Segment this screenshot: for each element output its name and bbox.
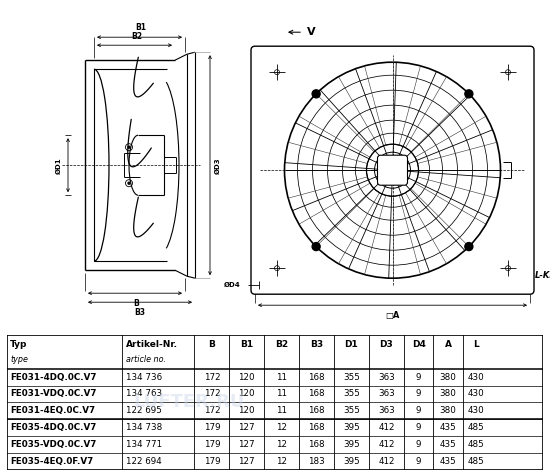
Text: ØD4: ØD4 [224, 282, 240, 288]
Text: 172: 172 [204, 373, 220, 382]
Text: 179: 179 [204, 440, 220, 449]
Text: B1: B1 [240, 340, 254, 349]
Text: 168: 168 [309, 406, 325, 415]
Text: 9: 9 [416, 440, 421, 449]
Text: 485: 485 [468, 457, 485, 466]
Text: B2: B2 [275, 340, 288, 349]
Text: 172: 172 [204, 406, 220, 415]
Text: 430: 430 [468, 389, 485, 398]
Text: 355: 355 [343, 389, 360, 398]
Text: 168: 168 [309, 389, 325, 398]
Text: 9: 9 [416, 423, 421, 432]
FancyBboxPatch shape [251, 46, 534, 294]
Text: 122 695: 122 695 [126, 406, 162, 415]
Text: 9: 9 [416, 406, 421, 415]
Text: 355: 355 [343, 406, 360, 415]
Text: 134 763: 134 763 [126, 389, 162, 398]
Text: L-KL-8715: L-KL-8715 [535, 271, 550, 280]
Text: 430: 430 [468, 373, 485, 382]
Text: 363: 363 [378, 389, 395, 398]
Text: 380: 380 [439, 373, 456, 382]
Text: 183: 183 [308, 457, 325, 466]
Text: B1: B1 [135, 23, 146, 32]
Text: 11: 11 [276, 373, 287, 382]
Text: FE031-VDQ.0C.V7: FE031-VDQ.0C.V7 [10, 389, 97, 398]
Text: D4: D4 [411, 340, 426, 349]
Text: 120: 120 [239, 389, 255, 398]
Text: 179: 179 [204, 423, 220, 432]
Text: 412: 412 [378, 457, 395, 466]
Text: A: A [444, 340, 452, 349]
Text: 9: 9 [416, 389, 421, 398]
Text: V: V [307, 27, 316, 37]
Text: 134 738: 134 738 [126, 423, 162, 432]
Text: D3: D3 [379, 340, 393, 349]
Text: ØD3: ØD3 [215, 157, 221, 174]
Circle shape [465, 243, 473, 251]
Text: 485: 485 [468, 423, 485, 432]
Text: D1: D1 [345, 340, 359, 349]
Text: FE035-4DQ.0C.V7: FE035-4DQ.0C.V7 [10, 423, 97, 432]
Circle shape [128, 146, 130, 148]
Text: ØD1: ØD1 [56, 157, 62, 174]
Circle shape [128, 182, 130, 184]
Circle shape [312, 243, 320, 251]
Text: L: L [474, 340, 479, 349]
Text: 395: 395 [343, 457, 360, 466]
Text: 12: 12 [276, 457, 287, 466]
Text: 12: 12 [276, 440, 287, 449]
Text: 363: 363 [378, 373, 395, 382]
Text: 134 771: 134 771 [126, 440, 162, 449]
Text: Artikel-Nr.: Artikel-Nr. [126, 340, 178, 349]
Text: 172: 172 [204, 389, 220, 398]
Text: 122 694: 122 694 [126, 457, 162, 466]
Text: 355: 355 [343, 373, 360, 382]
Text: 120: 120 [239, 406, 255, 415]
Text: 11: 11 [276, 389, 287, 398]
Text: LUFTER.RU: LUFTER.RU [337, 131, 448, 149]
Text: 395: 395 [343, 423, 360, 432]
Text: 435: 435 [440, 440, 456, 449]
Text: 127: 127 [239, 440, 255, 449]
Text: 127: 127 [239, 457, 255, 466]
Text: 168: 168 [309, 423, 325, 432]
Text: type: type [10, 355, 28, 364]
Text: 395: 395 [343, 440, 360, 449]
Text: B: B [133, 299, 139, 308]
Text: 179: 179 [204, 457, 220, 466]
Text: 168: 168 [309, 373, 325, 382]
Text: article no.: article no. [126, 355, 166, 364]
Text: B3: B3 [310, 340, 323, 349]
Text: 412: 412 [378, 423, 395, 432]
Text: 11: 11 [276, 406, 287, 415]
Circle shape [312, 90, 320, 98]
Text: 363: 363 [378, 406, 395, 415]
Text: 412: 412 [378, 440, 395, 449]
Text: 430: 430 [468, 406, 485, 415]
Text: FE035-VDQ.0C.V7: FE035-VDQ.0C.V7 [10, 440, 97, 449]
Circle shape [465, 90, 473, 98]
Text: Typ: Typ [10, 340, 28, 349]
Text: 168: 168 [309, 440, 325, 449]
Text: B2: B2 [131, 32, 142, 41]
Text: 9: 9 [416, 457, 421, 466]
Text: 435: 435 [440, 457, 456, 466]
Text: 485: 485 [468, 440, 485, 449]
FancyBboxPatch shape [377, 155, 408, 185]
Text: 12: 12 [276, 423, 287, 432]
Text: 9: 9 [416, 373, 421, 382]
Text: LUFTER.RU: LUFTER.RU [134, 393, 245, 412]
Text: 134 736: 134 736 [126, 373, 162, 382]
Text: □A: □A [386, 311, 400, 320]
Text: FE035-4EQ.0F.V7: FE035-4EQ.0F.V7 [10, 457, 94, 466]
Text: B: B [208, 340, 216, 349]
Text: 380: 380 [439, 389, 456, 398]
Text: FE031-4EQ.0C.V7: FE031-4EQ.0C.V7 [10, 406, 96, 415]
Text: 380: 380 [439, 406, 456, 415]
Text: 127: 127 [239, 423, 255, 432]
Text: B3: B3 [135, 308, 146, 317]
Text: FE031-4DQ.0C.V7: FE031-4DQ.0C.V7 [10, 373, 97, 382]
Text: 120: 120 [239, 373, 255, 382]
Text: 435: 435 [440, 423, 456, 432]
